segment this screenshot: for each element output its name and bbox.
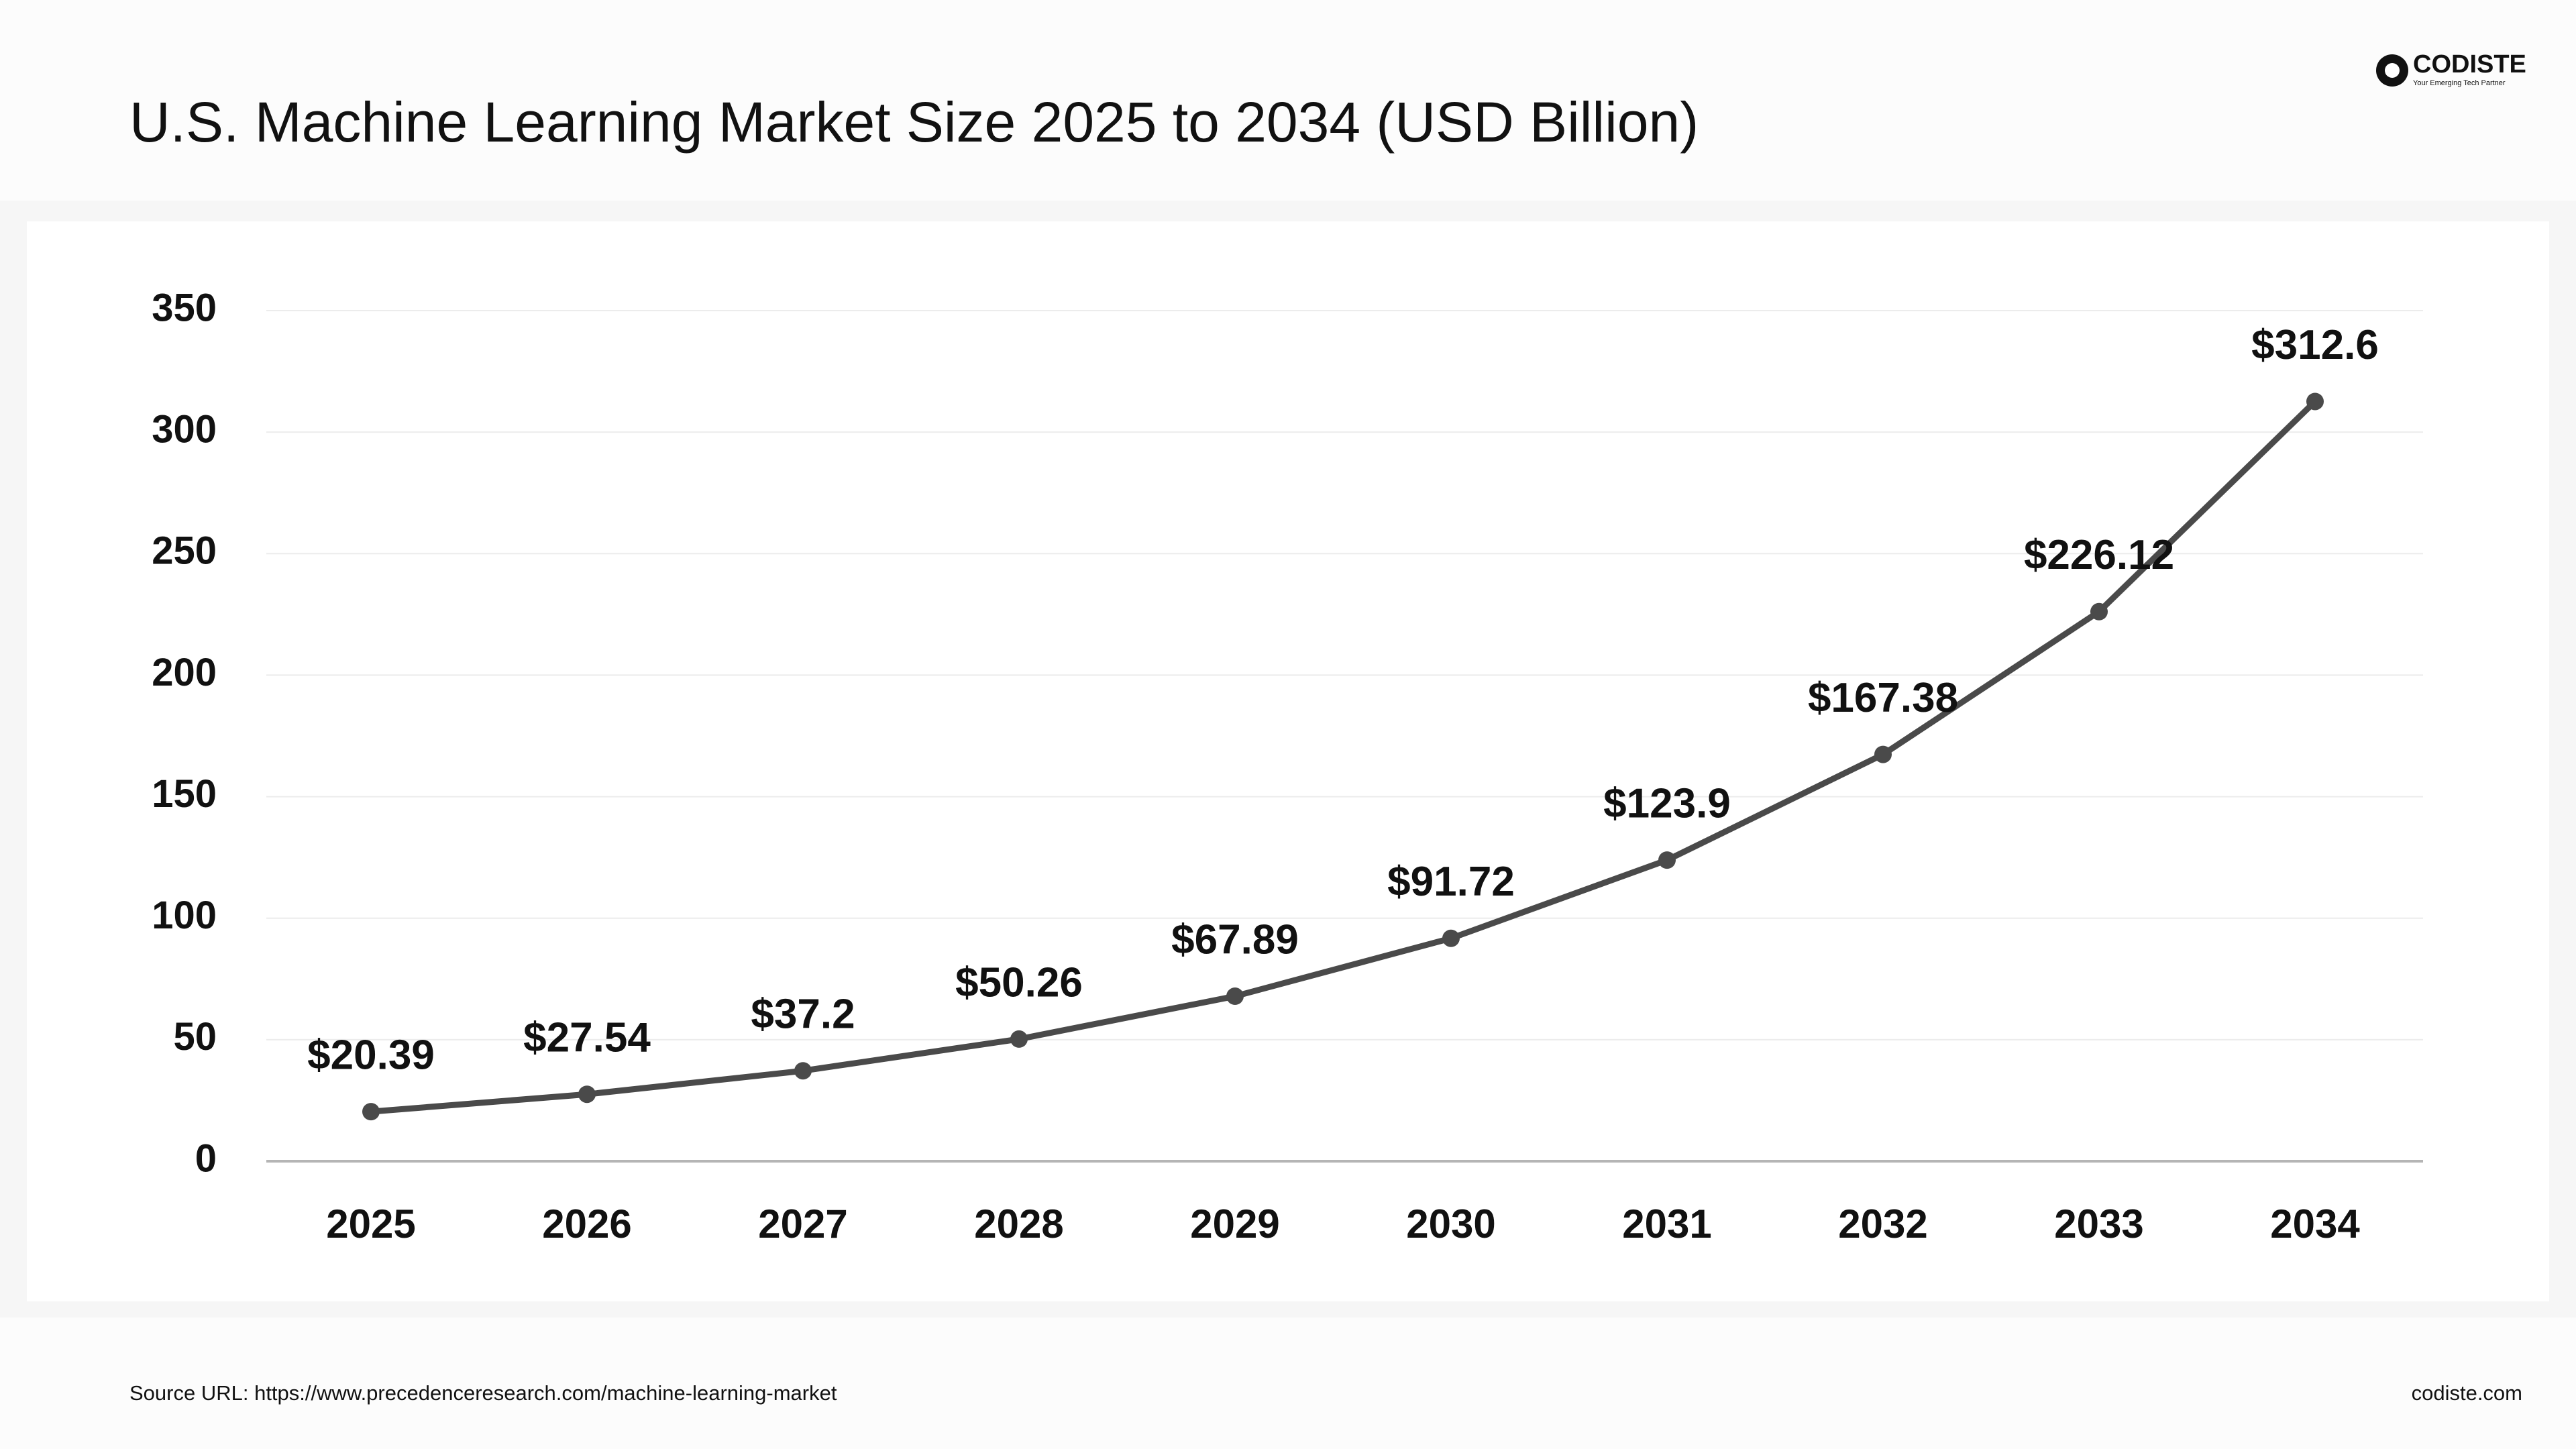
- y-tick-label: 150: [152, 772, 217, 816]
- x-tick-label: 2033: [2054, 1201, 2143, 1246]
- x-tick-label: 2032: [1838, 1201, 1927, 1246]
- chart-title: U.S. Machine Learning Market Size 2025 t…: [129, 91, 1699, 154]
- value-label: $20.39: [307, 1032, 435, 1079]
- point: [2306, 392, 2324, 411]
- value-label: $67.89: [1171, 916, 1299, 963]
- y-tick-label: 100: [152, 894, 217, 937]
- point: [2090, 602, 2108, 621]
- x-tick-label: 2026: [542, 1201, 631, 1246]
- x-tick-label: 2028: [974, 1201, 1063, 1246]
- value-label: $226.12: [2024, 532, 2174, 578]
- value-label: $50.26: [955, 959, 1083, 1006]
- value-label: $167.38: [1808, 675, 1958, 721]
- point: [1226, 987, 1244, 1006]
- line: [370, 399, 2318, 1115]
- plot-panel: [27, 221, 2549, 1301]
- y-tick-label: 350: [152, 286, 217, 329]
- point: [362, 1103, 380, 1121]
- point: [578, 1085, 596, 1104]
- y-tick-label: 50: [173, 1015, 217, 1059]
- x-tick-label: 2034: [2270, 1201, 2360, 1246]
- value-label: $37.2: [751, 991, 855, 1038]
- point: [794, 1062, 812, 1080]
- x-tick-label: 2029: [1190, 1201, 1279, 1246]
- point: [1442, 929, 1460, 947]
- point: [1010, 1030, 1028, 1048]
- logo-tagline: Your Emerging Tech Partner: [2413, 79, 2506, 87]
- value-label: $123.9: [1603, 781, 1731, 827]
- y-tick-label: 300: [152, 407, 217, 451]
- x-tick-label: 2031: [1622, 1201, 1711, 1246]
- x-tick-label: 2030: [1406, 1201, 1495, 1246]
- source: Source URL: https://www.precedenceresear…: [129, 1381, 837, 1405]
- x-tick-label: 2025: [326, 1201, 415, 1246]
- logo-icon-inner: [2385, 63, 2400, 78]
- value-label: $312.6: [2251, 322, 2379, 368]
- value-label: $91.72: [1387, 859, 1515, 905]
- site: codiste.com: [2412, 1381, 2522, 1405]
- x-tick-label: 2027: [758, 1201, 847, 1246]
- y-tick-label: 250: [152, 529, 217, 573]
- logo-name: CODISTE: [2413, 50, 2526, 78]
- y-tick-label: 0: [195, 1136, 217, 1180]
- point: [1658, 851, 1676, 869]
- point: [1874, 745, 1892, 763]
- y-tick-label: 200: [152, 651, 217, 694]
- value-label: $27.54: [523, 1015, 651, 1061]
